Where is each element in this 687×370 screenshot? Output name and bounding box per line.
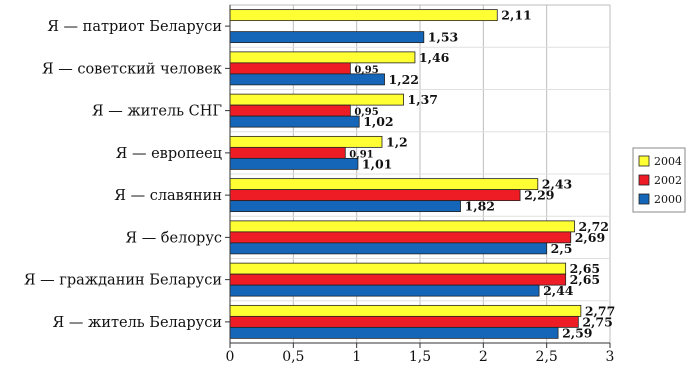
bar-2004 [229, 262, 567, 275]
category-label: Я — патриот Беларуси [47, 19, 222, 35]
bar-2002 [229, 62, 351, 75]
bar-layer [229, 9, 582, 339]
bar-2000 [229, 31, 425, 44]
data-label: 2,59 [562, 325, 592, 340]
data-label: 1,53 [428, 30, 458, 45]
bar-2000 [229, 284, 540, 297]
data-label: 2,72 [579, 219, 609, 234]
bar-2002 [229, 104, 351, 117]
data-label: 0,91 [349, 149, 373, 160]
data-label: 2,29 [524, 188, 554, 203]
bar-2000 [229, 115, 360, 128]
x-tick-label: 0 [226, 349, 235, 365]
x-tick-label: 1,5 [409, 349, 431, 365]
data-label: 2,77 [585, 303, 615, 318]
data-label: 2,69 [575, 230, 605, 245]
bar-2004 [229, 9, 498, 22]
bar-2002 [229, 315, 579, 328]
data-label: 1,22 [389, 72, 419, 87]
bar-2004 [229, 51, 416, 64]
bar-2002 [229, 146, 346, 159]
data-label: 0,95 [354, 65, 378, 76]
legend-swatch-2004 [638, 155, 650, 167]
x-tick-label: 2,5 [536, 349, 558, 365]
bar-2004 [229, 178, 539, 191]
data-label: 2,65 [570, 261, 600, 276]
legend-label: 2002 [654, 174, 682, 187]
data-label: 1,02 [363, 114, 393, 129]
category-label: Я — славянин [114, 188, 222, 204]
data-label: 2,65 [570, 272, 600, 287]
category-label: Я — гражданин Беларуси [24, 273, 222, 289]
data-label: 0,95 [354, 107, 378, 118]
data-label: 1,2 [386, 134, 408, 149]
bar-2002 [229, 231, 572, 244]
legend-swatch-2002 [638, 174, 650, 186]
data-label: 2,75 [582, 314, 612, 329]
bar-2004 [229, 220, 575, 233]
category-label: Я — советский человек [42, 61, 222, 77]
x-tick-label: 3 [606, 349, 615, 365]
category-label: Я — белорус [125, 230, 222, 246]
axis-layer: 0 0,5 1 1,5 2 2,5 3 [225, 5, 614, 365]
x-tick-label: 2 [479, 349, 488, 365]
bar-2000 [229, 157, 359, 170]
bar-2000 [229, 242, 548, 255]
bar-2004 [229, 135, 383, 148]
data-label: 1,46 [419, 50, 450, 65]
category-label: Я — житель Беларуси [53, 315, 222, 331]
bar-2004 [229, 93, 404, 106]
data-label: 2,5 [551, 241, 573, 256]
data-label: 2,11 [501, 8, 531, 23]
data-label: 2,43 [542, 177, 572, 192]
data-label: 1,82 [465, 199, 495, 214]
category-label: Я — житель СНГ [92, 104, 222, 120]
data-label: 1,01 [362, 156, 392, 171]
bar-2000 [229, 326, 559, 339]
label-layer: Я — патриот Беларуси 2,11 1,53 Я — советски… [24, 8, 615, 341]
legend-label: 2000 [654, 193, 682, 206]
category-label: Я — европеец [116, 146, 222, 162]
bar-2000 [229, 200, 461, 213]
data-label: 2,44 [543, 283, 574, 298]
legend: 2004 2002 2000 [632, 147, 686, 213]
bar-2002 [229, 273, 567, 286]
legend-label: 2004 [654, 155, 682, 168]
x-tick-label: 1 [352, 349, 361, 365]
x-tick-label: 0,5 [282, 349, 304, 365]
legend-swatch-2000 [638, 193, 650, 205]
data-label: 1,37 [408, 92, 438, 107]
bar-2004 [229, 304, 582, 317]
